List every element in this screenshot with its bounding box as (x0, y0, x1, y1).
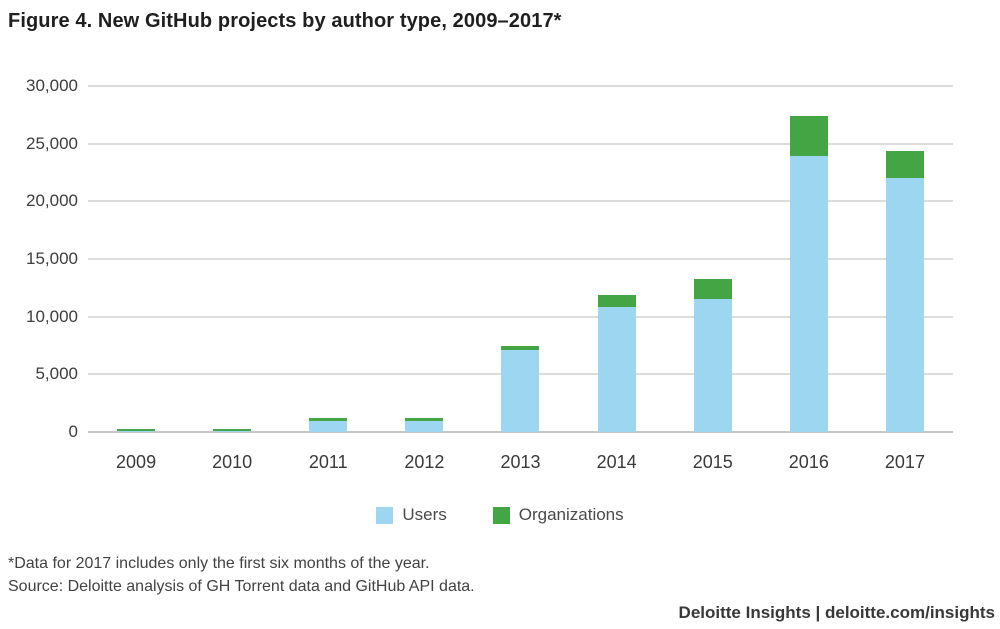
legend-label-users: Users (402, 505, 447, 524)
gridline (88, 258, 953, 260)
users-segment-2017 (885, 178, 924, 432)
bar-slot-2015 (665, 86, 761, 432)
x-tick-label-2009: 2009 (116, 452, 157, 472)
bar-slot-2017 (857, 86, 953, 432)
bar-slot-2013 (472, 86, 568, 432)
organizations-segment-2011 (309, 418, 348, 422)
legend-item-organizations: Organizations (492, 505, 624, 525)
bar-2017 (885, 86, 924, 432)
y-tick-label: 0 (68, 422, 78, 441)
users-segment-2013 (501, 350, 540, 432)
bar-2010 (213, 86, 252, 432)
users-segment-2010 (213, 430, 252, 432)
organizations-segment-2013 (501, 345, 540, 351)
bar-slot-2011 (280, 86, 376, 432)
x-axis-line (88, 431, 953, 433)
footnotes: *Data for 2017 includes only the first s… (8, 552, 475, 598)
x-tick-label-2012: 2012 (404, 452, 445, 472)
organizations-segment-2012 (405, 417, 444, 422)
x-tick-label-2014: 2014 (596, 452, 637, 472)
users-segment-2016 (789, 156, 828, 432)
users-segment-2012 (405, 421, 444, 432)
bar-2011 (309, 86, 348, 432)
gridline (88, 142, 953, 145)
x-tick-label-2015: 2015 (692, 452, 733, 472)
legend: Users Organizations (0, 505, 1000, 525)
footnote-asterisk: *Data for 2017 includes only the first s… (8, 555, 430, 572)
bars-container (88, 86, 953, 432)
legend-item-users: Users (376, 505, 447, 525)
y-tick-label: 15,000 (26, 249, 78, 268)
organizations-segment-2017 (885, 150, 924, 179)
plot-area (88, 85, 953, 433)
users-segment-2009 (117, 430, 156, 432)
bar-2014 (597, 86, 636, 432)
bar-slot-2014 (569, 86, 665, 432)
x-tick-label-2017: 2017 (884, 452, 925, 472)
y-tick-label: 10,000 (26, 306, 78, 326)
legend-label-organizations: Organizations (518, 505, 624, 524)
y-tick-label: 20,000 (26, 191, 78, 211)
x-axis: 2009 2010 2011 2012 2013 2014 2015 2016 2017 (88, 452, 953, 473)
bar-2012 (405, 86, 444, 432)
x-tick-label-2011: 2011 (308, 452, 348, 472)
gridline (88, 200, 953, 203)
gridline (88, 85, 953, 87)
bar-2015 (693, 86, 732, 432)
organizations-segment-2014 (597, 294, 636, 308)
chart-title: Figure 4. New GitHub projects by author … (8, 10, 562, 32)
y-tick-label: 30,000 (26, 76, 78, 95)
deloitte-branding: Deloitte Insights | deloitte.com/insight… (678, 603, 995, 622)
bar-2009 (117, 86, 156, 432)
bar-slot-2016 (761, 86, 857, 432)
users-segment-2014 (597, 307, 636, 432)
y-axis: 0 5,000 10,000 15,000 20,000 25,000 30,000 (0, 76, 78, 441)
y-tick-label: 25,000 (26, 133, 78, 153)
legend-swatch-organizations (492, 506, 510, 524)
y-tick-label: 5,000 (35, 364, 78, 384)
bar-2013 (501, 86, 540, 432)
organizations-segment-2016 (789, 116, 828, 157)
users-segment-2011 (309, 421, 348, 432)
bar-slot-2010 (184, 86, 280, 432)
legend-swatch-users (376, 506, 394, 524)
footnote-source: Source: Deloitte analysis of GH Torrent … (8, 578, 475, 595)
organizations-segment-2009 (117, 429, 156, 431)
bar-slot-2009 (88, 86, 184, 432)
users-segment-2015 (693, 299, 732, 432)
bar-slot-2012 (376, 86, 472, 432)
organizations-segment-2015 (693, 278, 732, 300)
bar-2016 (789, 86, 828, 432)
x-tick-label-2013: 2013 (500, 452, 541, 472)
x-tick-label-2016: 2016 (788, 452, 829, 472)
x-tick-label-2010: 2010 (212, 452, 253, 472)
gridline (88, 315, 953, 318)
organizations-segment-2010 (213, 429, 252, 431)
